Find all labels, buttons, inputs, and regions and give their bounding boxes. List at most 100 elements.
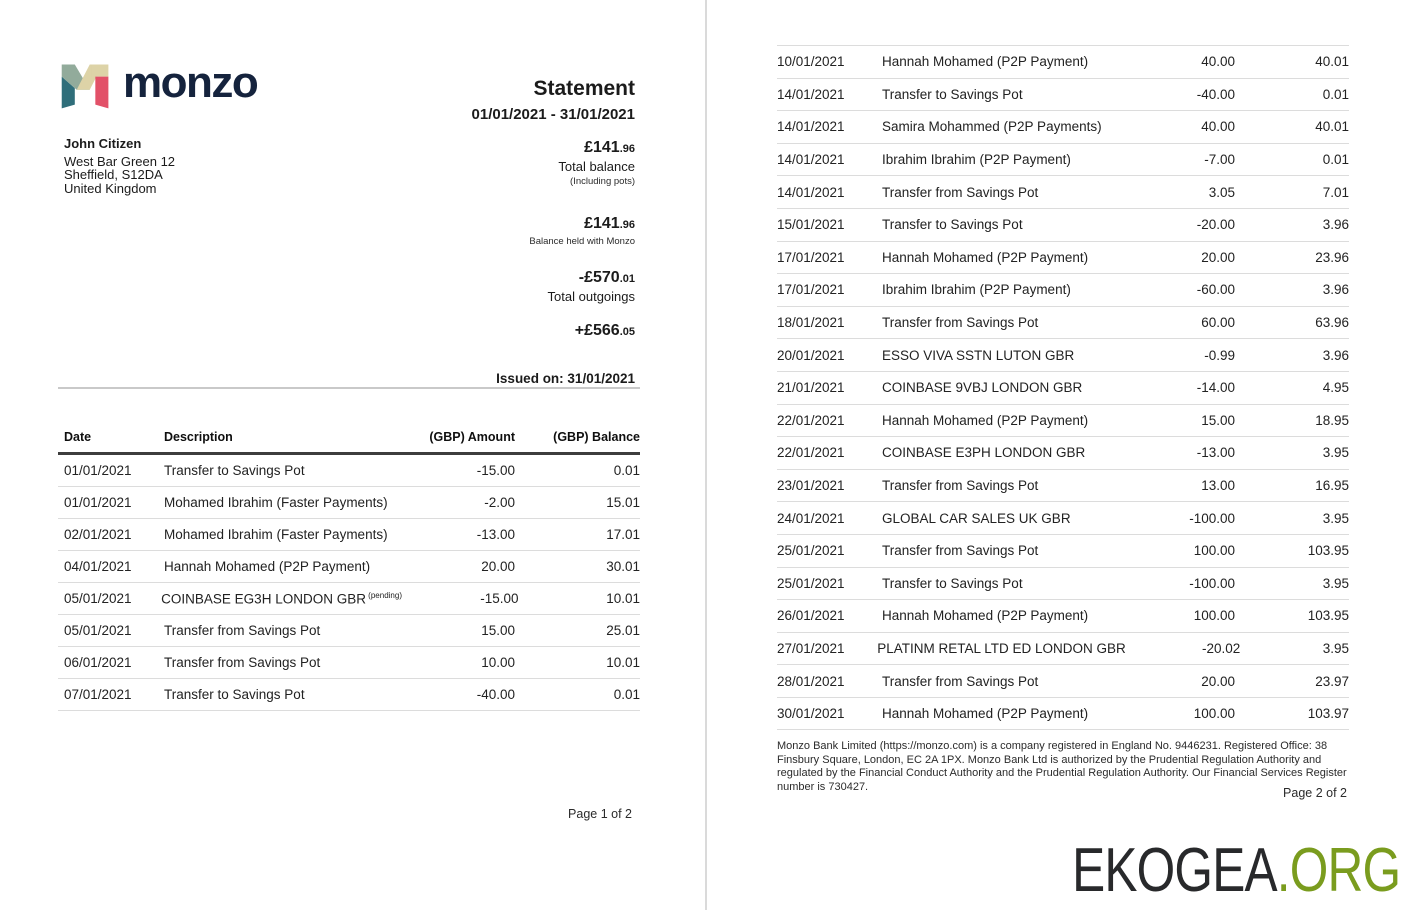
page-number-label: Page 1 of 2 bbox=[568, 807, 632, 821]
transaction-balance: 103.95 bbox=[1307, 608, 1349, 624]
address-line: Sheffield, S12DA bbox=[64, 167, 163, 182]
transaction-date: 14/01/2021 bbox=[777, 184, 845, 200]
transaction-amount: -0.99 bbox=[1204, 347, 1235, 363]
transaction-description: Transfer from Savings Pot bbox=[882, 673, 1039, 689]
table-row: 04/01/2021 Hannah Mohamed (P2P Payment) 20… bbox=[58, 551, 640, 583]
transaction-amount: -100.00 bbox=[1189, 575, 1235, 591]
watermark-name: EKOGEA bbox=[1071, 836, 1277, 905]
amount-main: £141 bbox=[584, 139, 620, 156]
transaction-amount: 20.00 bbox=[481, 559, 515, 574]
header-description: Description bbox=[164, 430, 233, 444]
transaction-description: Hannah Mohamed (P2P Payment) bbox=[882, 706, 1089, 722]
transaction-date: 30/01/2021 bbox=[777, 706, 845, 722]
transaction-amount: 40.00 bbox=[1201, 54, 1235, 70]
transaction-balance: 23.96 bbox=[1315, 249, 1349, 265]
amount-main: £141 bbox=[584, 215, 620, 232]
transaction-description: ESSO VIVA SSTN LUTON GBR bbox=[882, 347, 1075, 363]
table-row: 05/01/2021 COINBASE EG3H LONDON GBR (pend… bbox=[58, 583, 640, 615]
transaction-amount: -13.00 bbox=[476, 527, 515, 542]
transaction-description: Transfer from Savings Pot bbox=[882, 315, 1039, 331]
transaction-amount: 3.05 bbox=[1208, 184, 1235, 200]
transaction-balance: 3.96 bbox=[1322, 347, 1349, 363]
total-balance-label: Total balance bbox=[558, 159, 635, 174]
transaction-amount: -14.00 bbox=[1196, 380, 1235, 396]
transaction-date: 01/01/2021 bbox=[64, 463, 132, 478]
ekogea-watermark: EKOGEA.ORG bbox=[1072, 840, 1401, 902]
transaction-date: 26/01/2021 bbox=[777, 608, 845, 624]
transaction-date: 14/01/2021 bbox=[777, 119, 845, 135]
table-row: 14/01/2021 Samira Mohammed (P2P Payments)… bbox=[777, 111, 1349, 144]
section-divider-rule bbox=[58, 387, 640, 389]
table-row: 15/01/2021 Transfer to Savings Pot -20.00 3… bbox=[777, 209, 1349, 242]
total-outgoings-label: Total outgoings bbox=[547, 289, 635, 304]
transaction-description: COINBASE EG3H LONDON GBR (pending) bbox=[161, 590, 402, 607]
transaction-description: Transfer from Savings Pot bbox=[882, 184, 1039, 200]
transaction-amount: 100.00 bbox=[1193, 608, 1235, 624]
transaction-balance: 25.01 bbox=[606, 623, 640, 638]
table-body: 10/01/2021 Hannah Mohamed (P2P Payment) 40… bbox=[777, 46, 1349, 731]
transaction-balance: 7.01 bbox=[1322, 184, 1349, 200]
table-row: 07/01/2021 Transfer to Savings Pot -40.00 0… bbox=[58, 679, 640, 711]
transaction-date: 10/01/2021 bbox=[777, 54, 845, 70]
watermark-tld: .ORG bbox=[1276, 836, 1400, 905]
amount-decimals: .01 bbox=[619, 273, 635, 285]
amount-main: -£570 bbox=[578, 269, 620, 286]
transaction-description: Mohamed Ibrahim (Faster Payments) bbox=[164, 495, 388, 510]
transaction-amount: -13.00 bbox=[1196, 445, 1235, 461]
transaction-date: 20/01/2021 bbox=[777, 347, 845, 363]
header-balance: (GBP) Balance bbox=[553, 430, 640, 444]
table-row: 23/01/2021 Transfer from Savings Pot 13.00… bbox=[777, 470, 1349, 503]
table-row: 01/01/2021 Transfer to Savings Pot -15.00 0… bbox=[58, 455, 640, 487]
table-body: 01/01/2021 Transfer to Savings Pot -15.00 0… bbox=[58, 455, 640, 711]
transaction-description: Hannah Mohamed (P2P Payment) bbox=[882, 249, 1089, 265]
transaction-amount: 100.00 bbox=[1193, 543, 1235, 559]
monzo-balance-amount: £141.96 bbox=[315, 215, 635, 234]
table-row: 17/01/2021 Hannah Mohamed (P2P Payment) 20… bbox=[777, 242, 1349, 275]
transaction-description: Hannah Mohamed (P2P Payment) bbox=[164, 559, 371, 574]
transaction-date: 05/01/2021 bbox=[64, 623, 132, 638]
transaction-balance: 3.95 bbox=[1322, 640, 1349, 656]
statement-period: 01/01/2021 - 31/01/2021 bbox=[471, 106, 635, 123]
transaction-description: Hannah Mohamed (P2P Payment) bbox=[882, 608, 1089, 624]
table-row: 20/01/2021 ESSO VIVA SSTN LUTON GBR -0.99 3… bbox=[777, 339, 1349, 372]
address-line: United Kingdom bbox=[64, 180, 157, 196]
transaction-description: Hannah Mohamed (P2P Payment) bbox=[882, 54, 1089, 70]
transaction-balance: 15.01 bbox=[606, 495, 640, 510]
statement-summary: Statement 01/01/2021 - 31/01/2021 £141.9… bbox=[315, 77, 635, 387]
transaction-description: GLOBAL CAR SALES UK GBR bbox=[882, 510, 1071, 526]
transaction-balance: 103.97 bbox=[1307, 706, 1349, 722]
transaction-balance: 3.95 bbox=[1322, 575, 1349, 591]
transaction-amount: 60.00 bbox=[1201, 315, 1235, 331]
transaction-amount: 40.00 bbox=[1201, 119, 1235, 135]
transaction-balance: 10.01 bbox=[606, 655, 640, 670]
header-amount: (GBP) Amount bbox=[429, 430, 515, 444]
transaction-description: Transfer to Savings Pot bbox=[164, 463, 305, 478]
monzo-m-icon bbox=[61, 64, 109, 109]
transaction-balance: 30.01 bbox=[606, 559, 640, 574]
transaction-date: 07/01/2021 bbox=[64, 687, 132, 702]
transaction-date: 25/01/2021 bbox=[777, 575, 845, 591]
transaction-date: 05/01/2021 bbox=[64, 591, 132, 606]
table-row: 22/01/2021 COINBASE E3PH LONDON GBR -13.00… bbox=[777, 437, 1349, 470]
monzo-logo: monzo bbox=[58, 58, 259, 112]
transaction-balance: 0.01 bbox=[613, 463, 640, 478]
transaction-date: 01/01/2021 bbox=[64, 495, 132, 510]
total-balance-amount: £141.96 bbox=[315, 139, 635, 158]
amount-decimals: .96 bbox=[619, 219, 635, 231]
transaction-date: 21/01/2021 bbox=[777, 380, 845, 396]
transaction-date: 27/01/2021 bbox=[777, 640, 845, 656]
statement-page-1: monzo John Citizen West Bar Green 12 She… bbox=[58, 58, 640, 821]
transaction-description: Transfer to Savings Pot bbox=[882, 86, 1023, 102]
transaction-amount: 20.00 bbox=[1201, 249, 1235, 265]
transaction-description: Transfer to Savings Pot bbox=[882, 575, 1023, 591]
table-row: 27/01/2021 PLATINM RETAL LTD ED LONDON GB… bbox=[777, 633, 1349, 666]
transaction-balance: 0.01 bbox=[613, 687, 640, 702]
statement-title: Statement bbox=[533, 77, 635, 100]
transaction-balance: 18.95 bbox=[1315, 412, 1349, 428]
transaction-balance: 40.01 bbox=[1315, 119, 1349, 135]
header-date: Date bbox=[64, 430, 92, 444]
transaction-balance: 0.01 bbox=[1322, 86, 1349, 102]
table-row: 30/01/2021 Hannah Mohamed (P2P Payment) 10… bbox=[777, 698, 1349, 731]
statement-page-2: 10/01/2021 Hannah Mohamed (P2P Payment) 40… bbox=[705, 0, 1410, 910]
